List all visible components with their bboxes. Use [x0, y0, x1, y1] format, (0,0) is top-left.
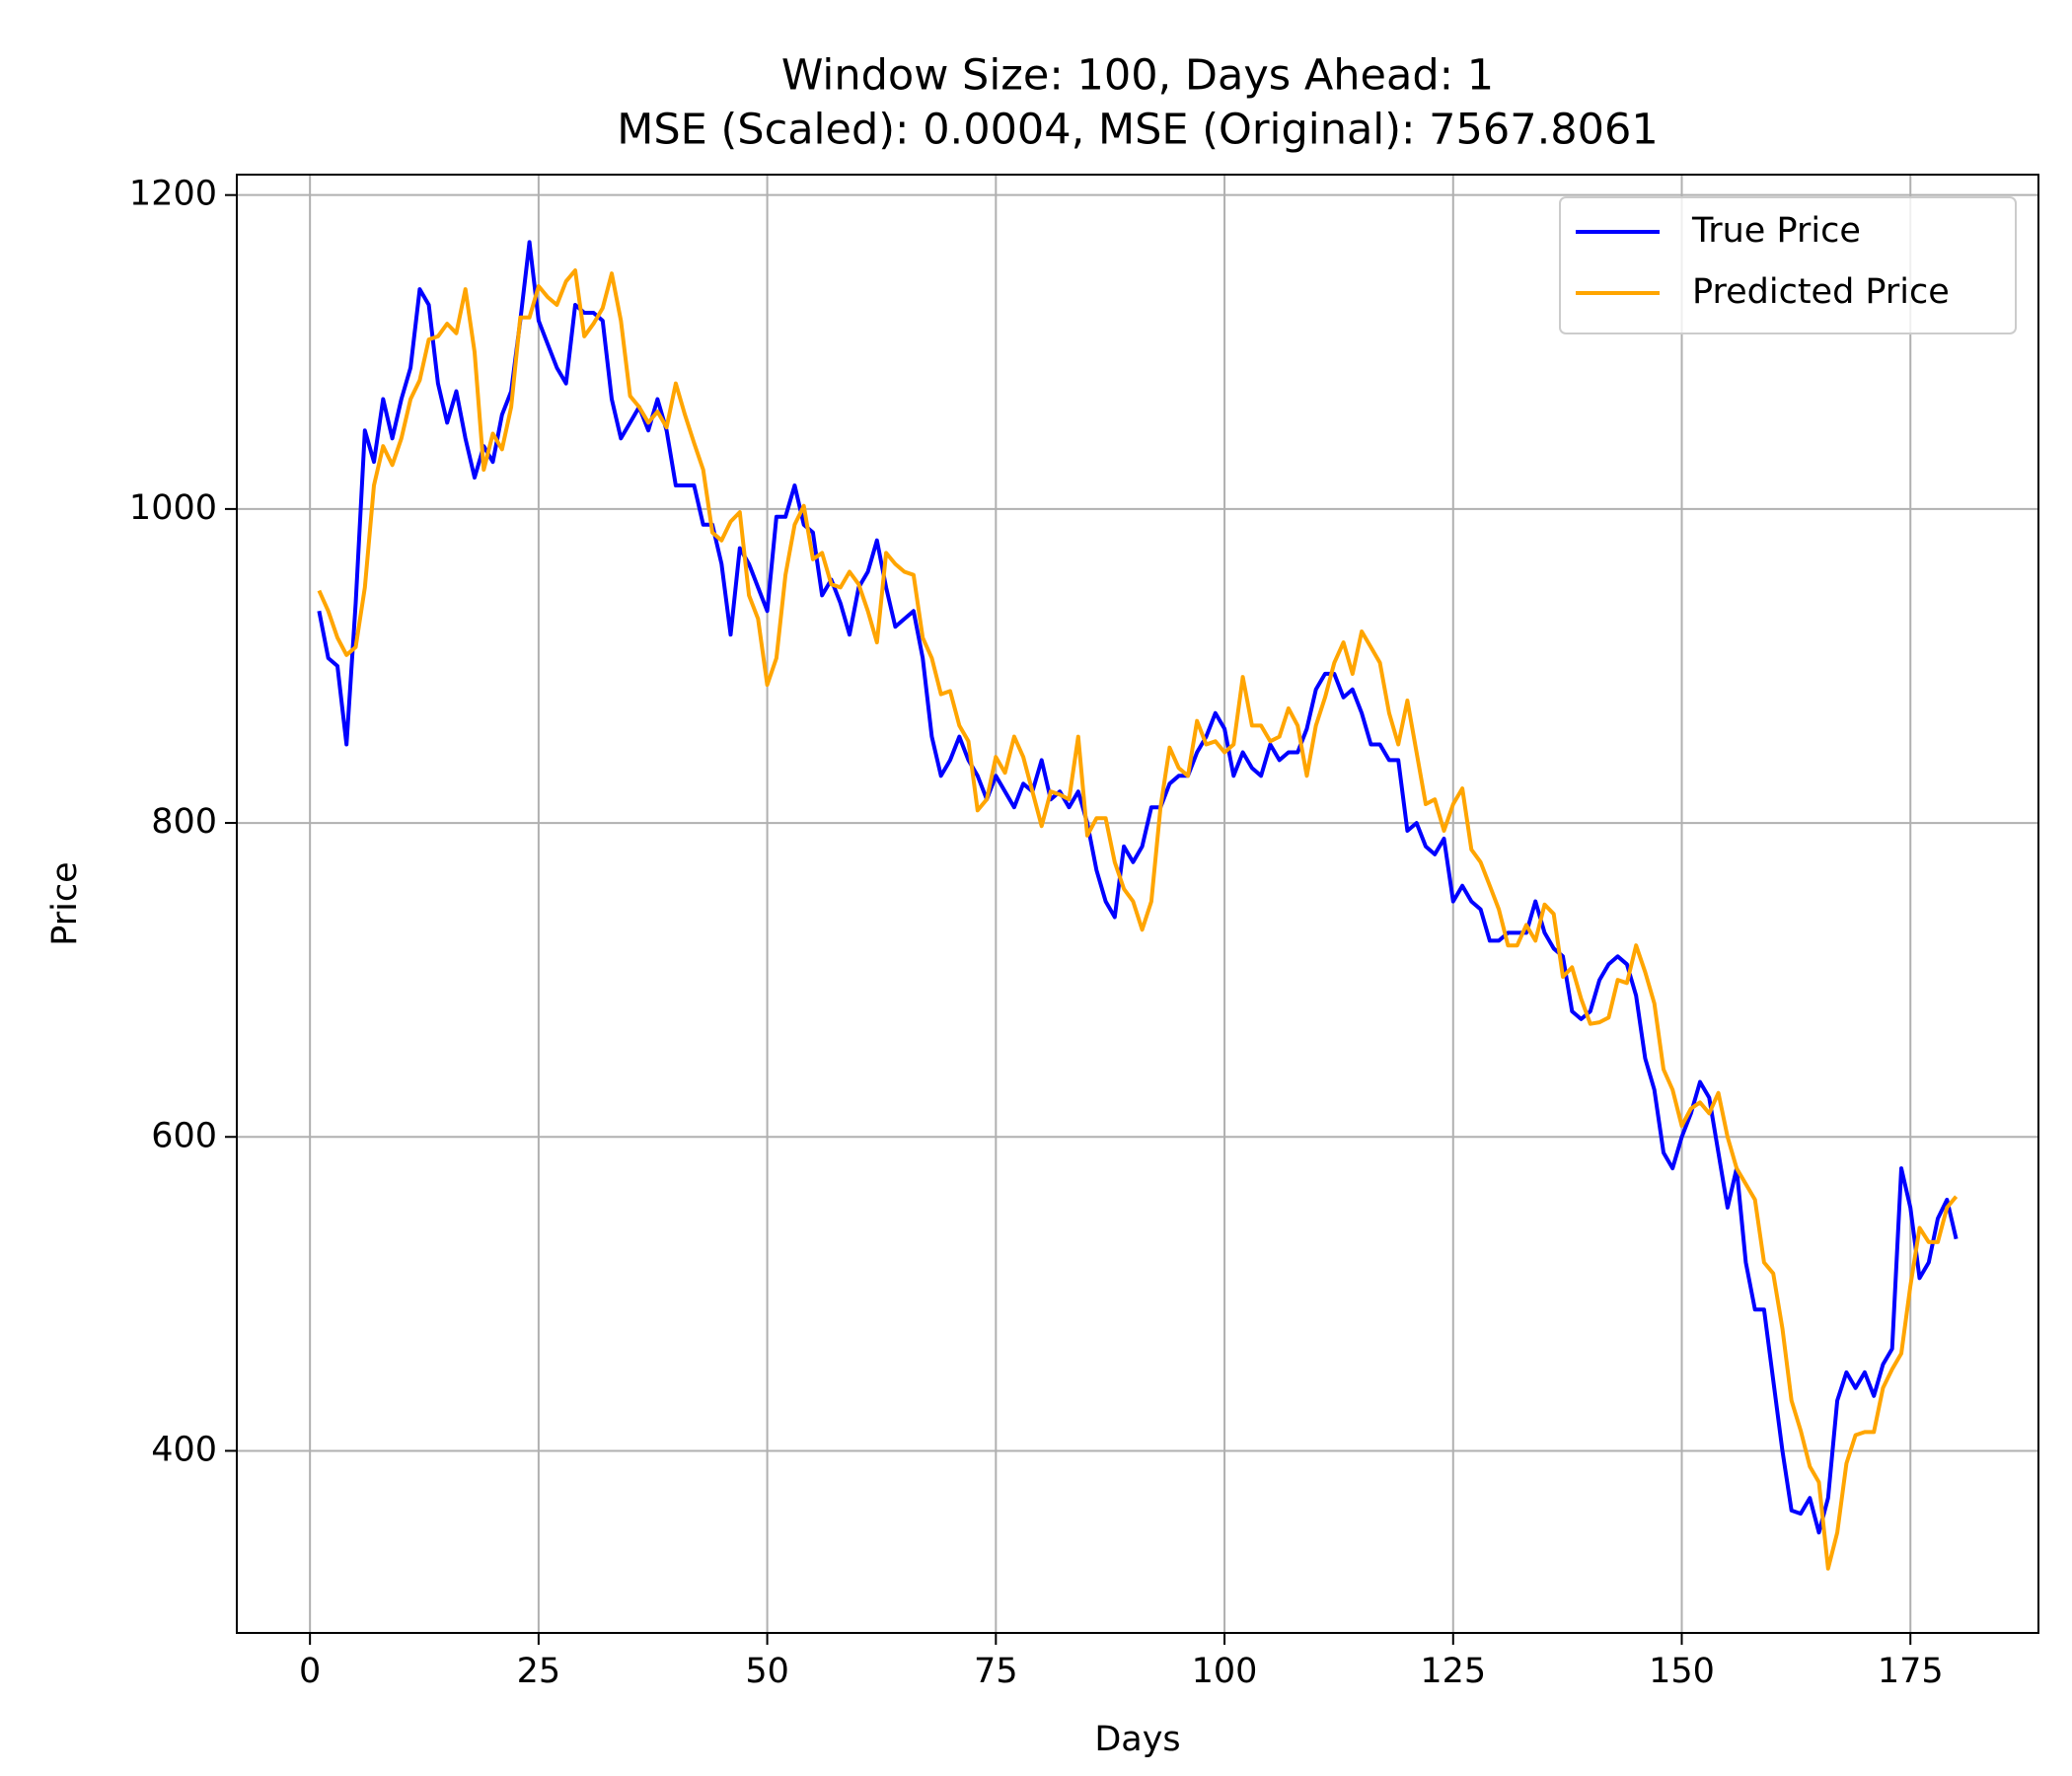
x-tick-label: 100 [1192, 1652, 1258, 1691]
y-tick-label: 800 [151, 802, 217, 842]
x-tick-label: 125 [1420, 1652, 1486, 1691]
y-tick-label: 600 [151, 1116, 217, 1155]
y-tick-label: 400 [151, 1430, 217, 1469]
chart-subtitle: MSE (Scaled): 0.0004, MSE (Original): 75… [617, 106, 1658, 155]
legend-box [1559, 196, 2017, 334]
y-tick-label: 1200 [129, 175, 217, 214]
y-tick-label: 1000 [129, 488, 217, 528]
x-tick-label: 75 [974, 1652, 1018, 1691]
x-tick-label: 50 [745, 1652, 789, 1691]
x-tick-label: 175 [1878, 1652, 1944, 1691]
legend-label: True Price [1691, 211, 1861, 251]
legend-label: Predicted Price [1692, 272, 1950, 312]
line-series [317, 268, 1959, 1571]
x-axis-label: Days [1094, 1720, 1180, 1759]
plot-frame [236, 174, 2039, 1634]
y-axis-label: Price [45, 861, 85, 945]
x-tick-label: 25 [517, 1652, 561, 1691]
line-series [317, 240, 1959, 1535]
x-tick-label: 150 [1649, 1652, 1715, 1691]
x-tick-label: 0 [299, 1652, 321, 1691]
chart-title: Window Size: 100, Days Ahead: 1 [781, 51, 1494, 101]
